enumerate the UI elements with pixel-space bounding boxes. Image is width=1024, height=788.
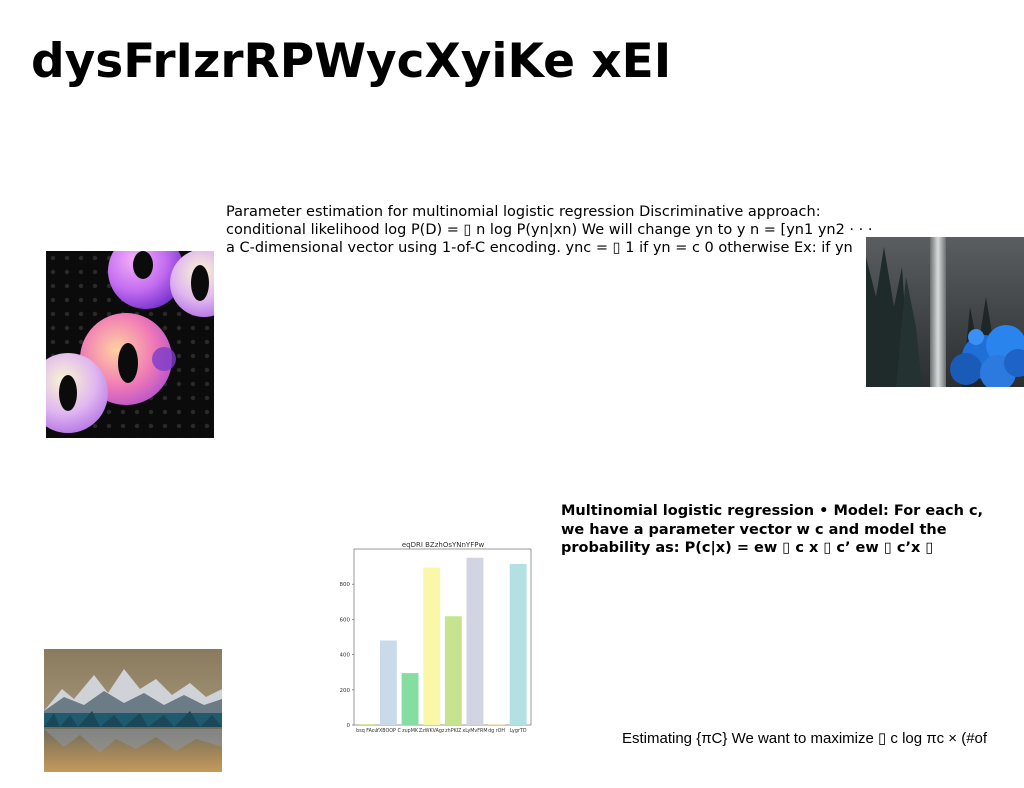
y-tick-label: 400	[340, 653, 350, 659]
chart-bar	[402, 673, 419, 725]
x-tick-label: LygrTD	[510, 728, 527, 734]
body-text-parameter-estimation: Parameter estimation for multinomial log…	[226, 203, 856, 257]
mountain-lake-image	[44, 649, 222, 772]
body-text-line: conditional likelihood log P(D) = ▯ n lo…	[226, 221, 856, 239]
chart-bar	[380, 641, 397, 725]
x-tick-label: zhPKIZ	[445, 728, 462, 734]
abstract-discs-image	[46, 251, 214, 438]
body-text-model: Multinomial logistic regression • Model:…	[561, 502, 1011, 558]
waterfall-forest-image	[866, 237, 1024, 387]
chart-bar	[488, 724, 505, 725]
x-tick-label: zupMK	[402, 728, 419, 734]
body-text-line: Parameter estimation for multinomial log…	[226, 203, 856, 221]
chart-bar	[423, 567, 440, 725]
y-tick-label: 0	[347, 723, 351, 729]
chart-title: eqDRI BZzhOsYNnYFPw	[402, 541, 485, 549]
x-tick-label: xLyMvFRM	[462, 728, 487, 734]
chart-bar	[467, 558, 484, 725]
chart-bar	[510, 564, 527, 725]
chart-bar	[358, 724, 375, 725]
bar-chart: eqDRI BZzhOsYNnYFPw 0 200 400 600 800 bsq FAc…	[340, 536, 540, 744]
chart-bar	[445, 616, 462, 725]
x-tick-label: dg rOH	[488, 728, 505, 734]
body-text-line: a C-dimensional vector using 1-of-C enco…	[226, 239, 856, 257]
y-tick-label: 600	[340, 617, 350, 623]
x-tick-label: ZzWKVAgz	[419, 728, 445, 734]
x-tick-label: bsq FAcu	[356, 728, 377, 734]
slide-title: dysFrIzrRPWycXyiKe xEI	[31, 34, 671, 90]
y-tick-label: 200	[340, 688, 350, 694]
x-tick-label: YXBOOP C	[375, 728, 401, 734]
body-text-estimating: Estimating {πC} We want to maximize ▯ c …	[622, 730, 987, 748]
y-tick-label: 800	[340, 582, 350, 588]
